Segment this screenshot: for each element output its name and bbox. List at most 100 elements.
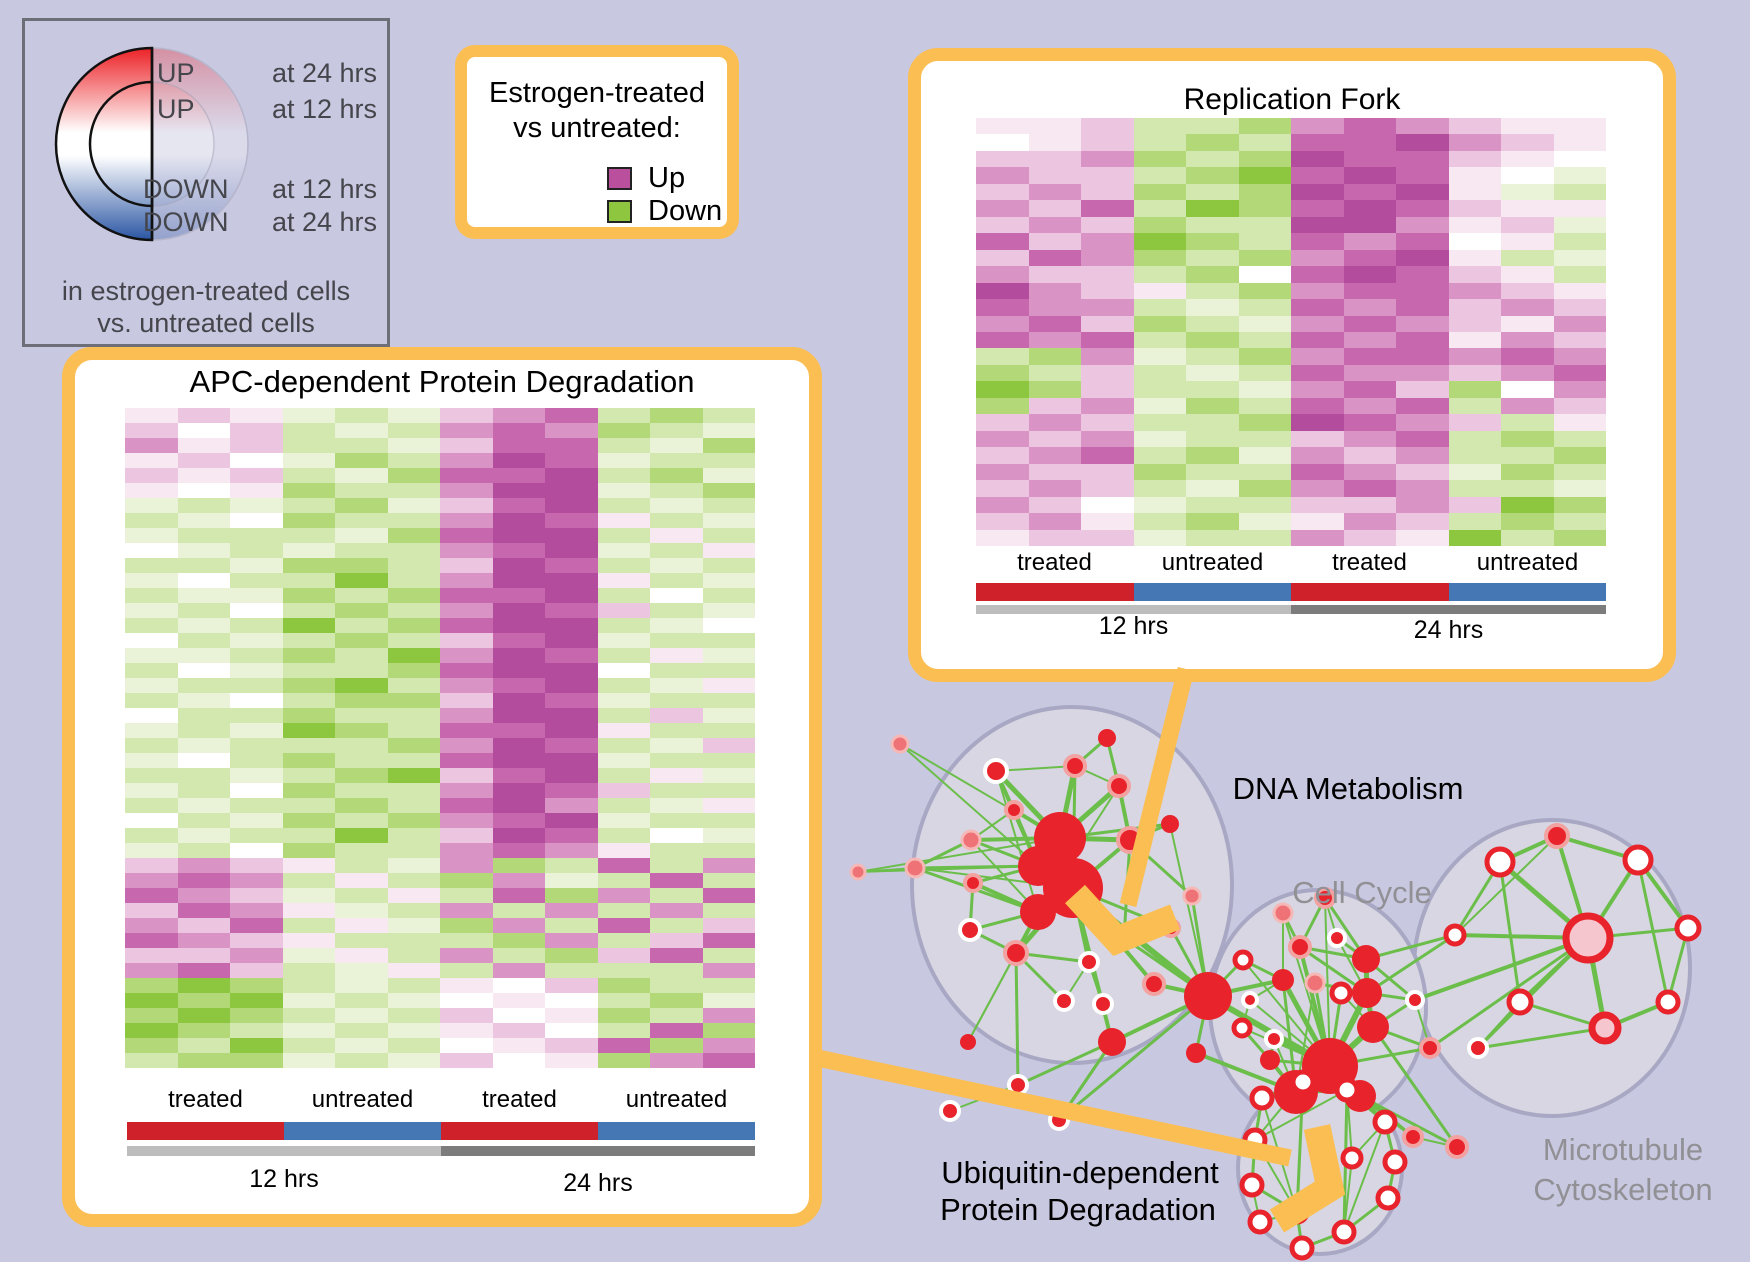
heatmap-cell: [1186, 480, 1239, 497]
heatmap-cell: [1028, 183, 1081, 201]
heatmap-cell: [492, 873, 545, 888]
heatmap-cell: [177, 648, 230, 663]
heatmap-cell: [650, 438, 703, 453]
network-node-d20: [1142, 972, 1166, 996]
heatmap-cell: [230, 648, 283, 663]
heatmap-cell: [282, 843, 335, 858]
rf-treated-bar-2: [1291, 583, 1449, 601]
heatmap-cell: [230, 603, 283, 618]
up-12-dir: UP: [157, 94, 195, 124]
heatmap-cell: [492, 423, 545, 438]
network-node-u2: [1290, 1069, 1316, 1095]
heatmap-cell: [597, 843, 650, 858]
network-node-c21: [1419, 1037, 1441, 1059]
heatmap-cell: [492, 483, 545, 498]
heatmap-cell: [1396, 348, 1449, 365]
heatmap-cell: [125, 408, 178, 423]
heatmap-cell: [282, 1053, 335, 1068]
heatmap-cell: [1238, 430, 1291, 448]
heatmap-cell: [1396, 430, 1449, 448]
heatmap-cell: [440, 1038, 493, 1053]
heatmap-cell: [335, 468, 388, 483]
network-edge: [1241, 1027, 1331, 1067]
network-edge: [1302, 1080, 1348, 1092]
heatmap-cell: [387, 813, 440, 828]
heatmap-cell: [976, 118, 1029, 135]
heatmap-cell: [440, 483, 493, 498]
heatmap-cell: [492, 768, 545, 783]
estrogen-legend-title-line1: Estrogen-treated: [488, 77, 705, 109]
heatmap-cell: [440, 528, 493, 543]
heatmap-cell: [1396, 496, 1449, 514]
heatmap-cell: [1028, 150, 1081, 168]
heatmap-cell: [492, 963, 545, 978]
heatmap-cell: [440, 798, 493, 813]
heatmap-cell: [545, 783, 598, 798]
heatmap-cell: [597, 798, 650, 813]
microtubule-ellipse: [1412, 818, 1692, 1118]
heatmap-cell: [335, 888, 388, 903]
heatmap-cell: [177, 978, 230, 993]
network-edge: [1519, 1000, 1606, 1030]
heatmap-cell: [1291, 529, 1344, 546]
heatmap-cell: [177, 963, 230, 978]
heatmap-cell: [230, 468, 283, 483]
heatmap-cell: [1553, 118, 1606, 135]
heatmap-cell: [1028, 216, 1081, 234]
heatmap-cell: [282, 903, 335, 918]
down-swatch-label: Down: [648, 195, 723, 227]
network-edge: [967, 952, 1017, 1043]
heatmap-cell: [1291, 134, 1344, 151]
network-node-c9: [1302, 1038, 1358, 1094]
heatmap-cell: [650, 753, 703, 768]
heatmap-cell: [230, 543, 283, 558]
heatmap-cell: [1291, 381, 1344, 398]
network-edge: [1059, 835, 1131, 843]
heatmap-cell: [125, 708, 178, 723]
heatmap-cell: [177, 933, 230, 948]
heatmap-cell: [492, 753, 545, 768]
heatmap-cell: [597, 513, 650, 528]
heatmap-cell: [1553, 134, 1606, 151]
heatmap-cell: [177, 633, 230, 648]
heatmap-cell: [597, 753, 650, 768]
network-edge: [1499, 834, 1558, 864]
heatmap-cell: [702, 453, 755, 468]
network-node-c10: [1274, 1070, 1318, 1114]
network-edge: [1293, 1062, 1333, 1096]
heatmap-cell: [282, 438, 335, 453]
heatmap-cell: [282, 1023, 335, 1038]
heatmap-cell: [545, 753, 598, 768]
network-edge: [1057, 1041, 1114, 1121]
network-edge: [1012, 808, 1062, 840]
heatmap-cell: [282, 948, 335, 963]
heatmap-cell: [335, 753, 388, 768]
heatmap-cell: [1343, 430, 1396, 448]
heatmap-cell: [545, 648, 598, 663]
heatmap-cell: [1028, 282, 1081, 300]
heatmap-cell: [545, 588, 598, 603]
heatmap-cell: [1396, 150, 1449, 168]
heatmap-cell: [282, 573, 335, 588]
network-edge: [1299, 945, 1368, 995]
rf-12hrs-bar: [976, 605, 1291, 614]
network-edge: [1340, 992, 1374, 1028]
network-edge: [1314, 981, 1368, 995]
heatmap-cell: [976, 150, 1029, 168]
heatmap-cell: [1553, 233, 1606, 250]
heatmap-cell: [335, 783, 388, 798]
heatmap-cell: [976, 183, 1029, 201]
heatmap-cell: [1291, 233, 1344, 250]
heatmap-cell: [387, 1008, 440, 1023]
heatmap-cell: [1133, 134, 1186, 151]
heatmap-cell: [387, 738, 440, 753]
heatmap-cell: [1448, 447, 1501, 464]
heatmap-cell: [1396, 414, 1449, 431]
heatmap-cell: [125, 888, 178, 903]
network-node-d25: [849, 863, 867, 881]
heatmap-cell: [1028, 463, 1081, 481]
heatmap-cell: [387, 543, 440, 558]
heatmap-cell: [230, 483, 283, 498]
network-edge: [1301, 1230, 1345, 1250]
heatmap-cell: [702, 633, 755, 648]
